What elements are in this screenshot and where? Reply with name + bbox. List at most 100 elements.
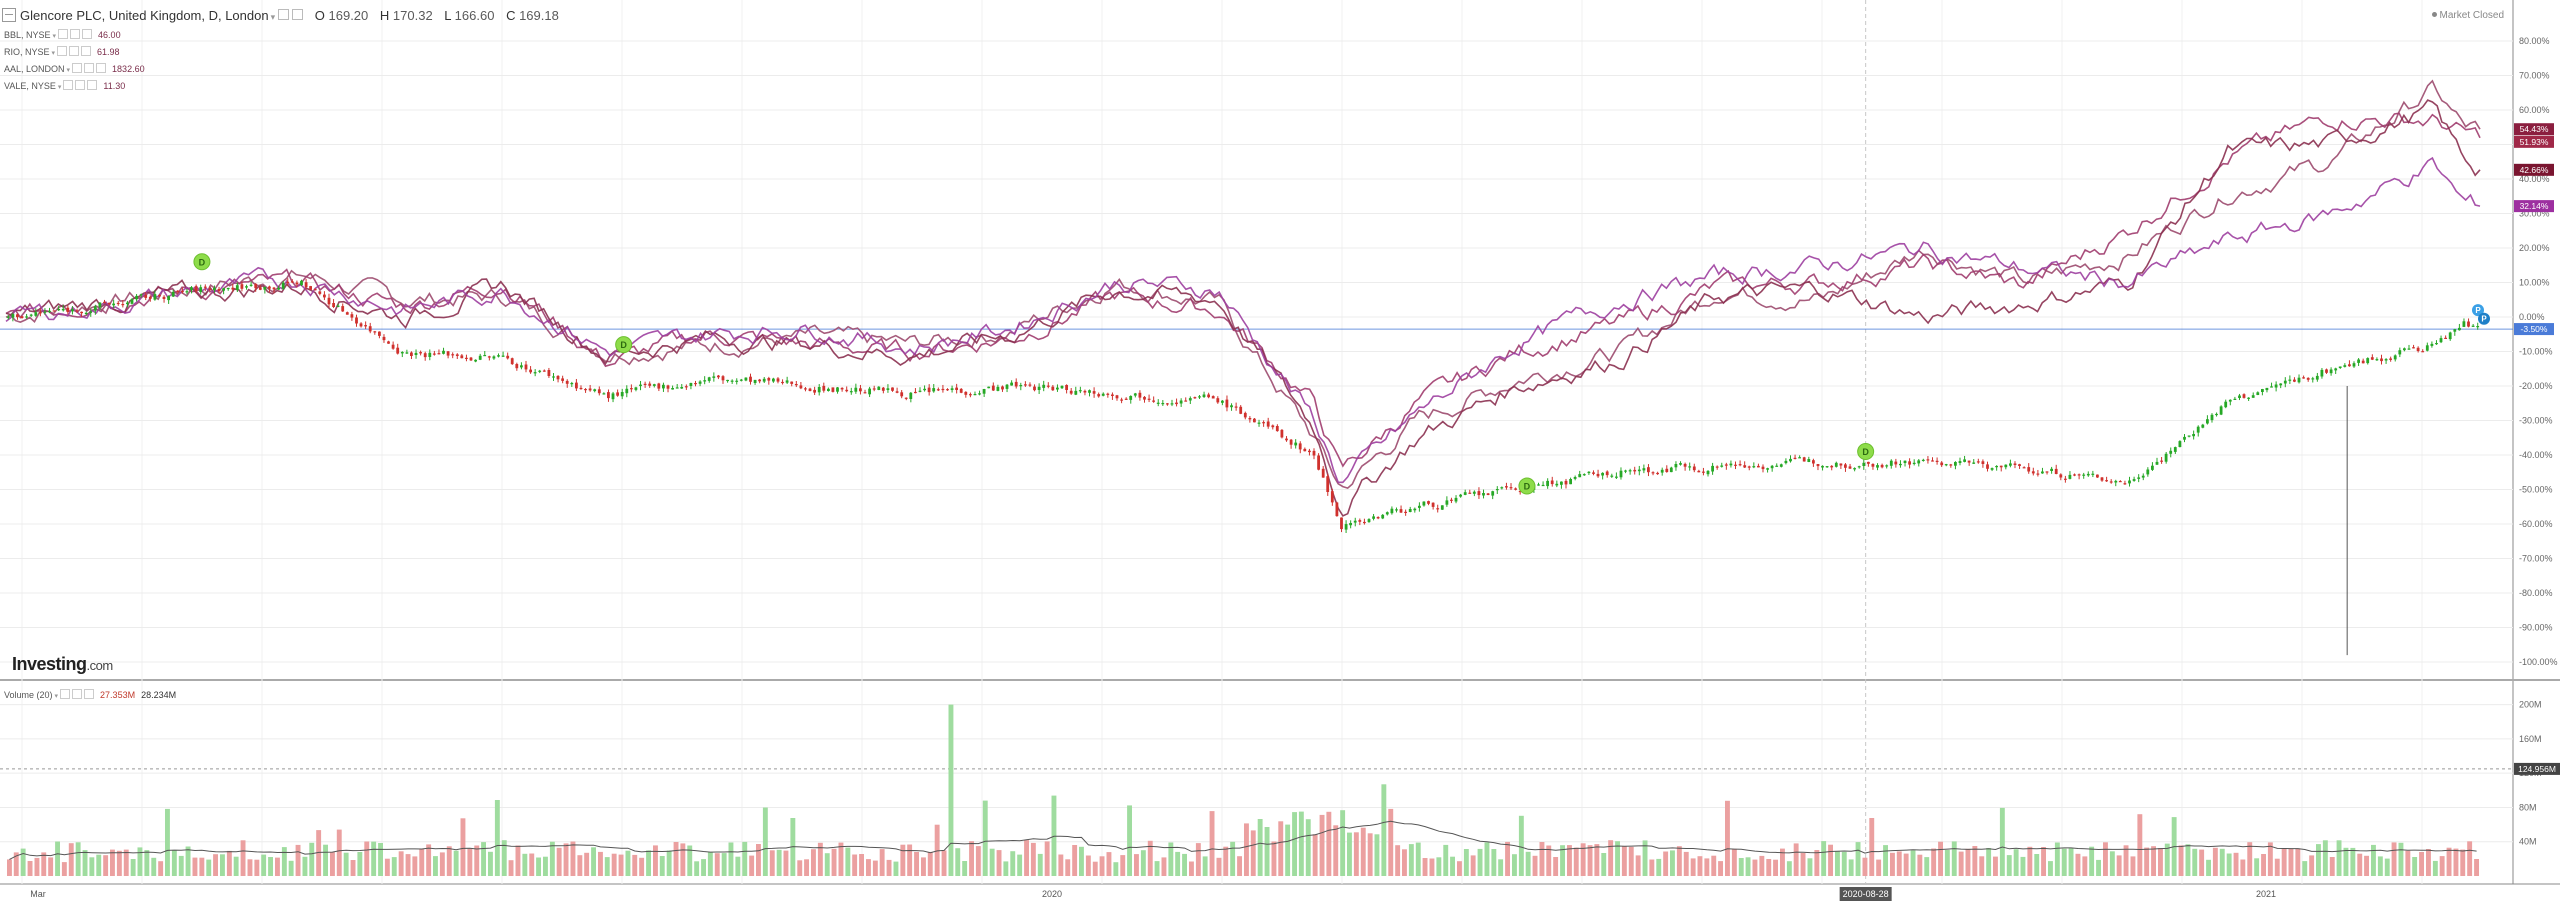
candle-body: [2041, 471, 2044, 474]
candle-body: [1166, 403, 1169, 405]
candle-body: [1569, 479, 1572, 485]
candle-body: [405, 352, 409, 354]
candle-body: [570, 383, 574, 385]
candle-body: [483, 355, 487, 357]
y-tick-label: -10.00%: [2519, 347, 2553, 357]
volume-bar: [2178, 845, 2184, 876]
candle-body: [680, 387, 684, 389]
volume-bar: [1024, 840, 1029, 876]
candle-body: [2059, 474, 2063, 478]
candle-body: [1578, 474, 1582, 478]
close-icon[interactable]: [81, 46, 92, 56]
ohlc-readout: O 169.20 H 170.32 L 166.60 C 169.18: [315, 8, 567, 23]
chevron-down-icon[interactable]: ▾: [66, 67, 71, 74]
candle-body: [2224, 401, 2228, 408]
candle-body: [2045, 471, 2049, 473]
candle-body: [1761, 466, 1765, 470]
candle-body: [2201, 424, 2205, 428]
settings-icon[interactable]: [72, 689, 83, 699]
volume-bar: [2288, 848, 2294, 876]
eye-icon[interactable]: [60, 689, 71, 699]
chevron-down-icon[interactable]: ▾: [51, 50, 56, 57]
chevron-down-icon[interactable]: ▾: [57, 84, 62, 91]
instrument-title[interactable]: Glencore PLC, United Kingdom, D, London: [20, 8, 269, 23]
candle-body: [776, 378, 780, 382]
volume-bar: [1993, 856, 1998, 876]
volume-bar: [1216, 857, 1222, 876]
candle-body: [1871, 464, 1875, 467]
candle-body: [2407, 348, 2411, 350]
volume-bar: [1154, 861, 1160, 876]
volume-bar: [1828, 844, 1833, 876]
symbol-search-icon[interactable]: [2, 8, 16, 22]
candle-body: [2453, 329, 2457, 332]
chevron-down-icon[interactable]: ▾: [52, 33, 57, 40]
comparison-row[interactable]: BBL, NYSE ▾ 46.00: [4, 29, 121, 40]
brand-name: Investing: [12, 654, 87, 674]
eye-icon[interactable]: [58, 29, 69, 39]
volume-bar: [1752, 859, 1758, 876]
candle-body: [2141, 475, 2145, 478]
volume-bar: [1587, 845, 1593, 876]
chevron-down-icon[interactable]: ▾: [54, 693, 59, 700]
volume-bar: [1388, 808, 1394, 876]
volume-bar: [1944, 849, 1950, 876]
settings-icon[interactable]: [69, 46, 80, 56]
high-label: H: [379, 8, 390, 23]
volume-bar: [2013, 849, 2019, 876]
candle-body: [1793, 457, 1797, 459]
candle-body: [497, 355, 500, 357]
close-icon[interactable]: [292, 9, 304, 20]
close-icon[interactable]: [82, 29, 93, 39]
volume-bar: [1134, 854, 1139, 876]
volume-bar: [2350, 847, 2356, 876]
volume-bar: [1443, 844, 1449, 876]
volume-bar: [110, 849, 115, 876]
candle-body: [1651, 472, 1655, 474]
candle-body: [987, 386, 991, 389]
comparison-symbol: RIO, NYSE: [4, 47, 50, 57]
eye-icon[interactable]: [72, 63, 83, 73]
candle-body: [1917, 460, 1921, 464]
close-icon[interactable]: [84, 689, 95, 699]
settings-icon[interactable]: [84, 63, 95, 73]
eye-icon[interactable]: [57, 46, 68, 56]
chevron-down-icon[interactable]: ▾: [270, 12, 276, 22]
candle-body: [2077, 474, 2081, 476]
candle-body: [199, 287, 203, 292]
volume-bar: [1683, 851, 1689, 876]
candle-body: [1697, 470, 1701, 473]
close-icon[interactable]: [96, 63, 107, 73]
volume-bar: [2343, 847, 2349, 876]
volume-bar: [1202, 856, 1208, 876]
candle-body: [1198, 396, 1201, 398]
volume-bar: [7, 859, 12, 876]
volume-bar: [2460, 849, 2466, 876]
candle-body: [643, 383, 647, 385]
volume-bar: [2082, 856, 2088, 876]
candle-body: [1005, 384, 1009, 389]
candle-body: [112, 303, 115, 306]
volume-bar: [1951, 841, 1957, 876]
volume-bar: [1786, 861, 1792, 876]
comparison-row[interactable]: VALE, NYSE ▾ 11.30: [4, 80, 125, 91]
candle-body: [1472, 491, 1476, 494]
volume-bar: [144, 850, 150, 876]
volume-bar: [1676, 846, 1682, 876]
close-icon[interactable]: [87, 80, 98, 90]
settings-icon[interactable]: [70, 29, 81, 39]
volume-bar: [1257, 819, 1263, 876]
candle-body: [304, 282, 308, 288]
volume-bar: [151, 857, 157, 876]
comparison-row[interactable]: AAL, LONDON ▾ 1832.60: [4, 63, 145, 74]
eye-icon[interactable]: [63, 80, 74, 90]
comparison-row[interactable]: RIO, NYSE ▾ 61.98: [4, 46, 120, 57]
volume-indicator-header[interactable]: Volume (20) ▾ 27.353M 28.234M: [4, 689, 176, 700]
candle-body: [1207, 394, 1210, 398]
settings-icon[interactable]: [278, 9, 290, 20]
settings-icon[interactable]: [75, 80, 86, 90]
event-badge-icon: [2472, 304, 2484, 317]
candle-body: [918, 390, 922, 392]
